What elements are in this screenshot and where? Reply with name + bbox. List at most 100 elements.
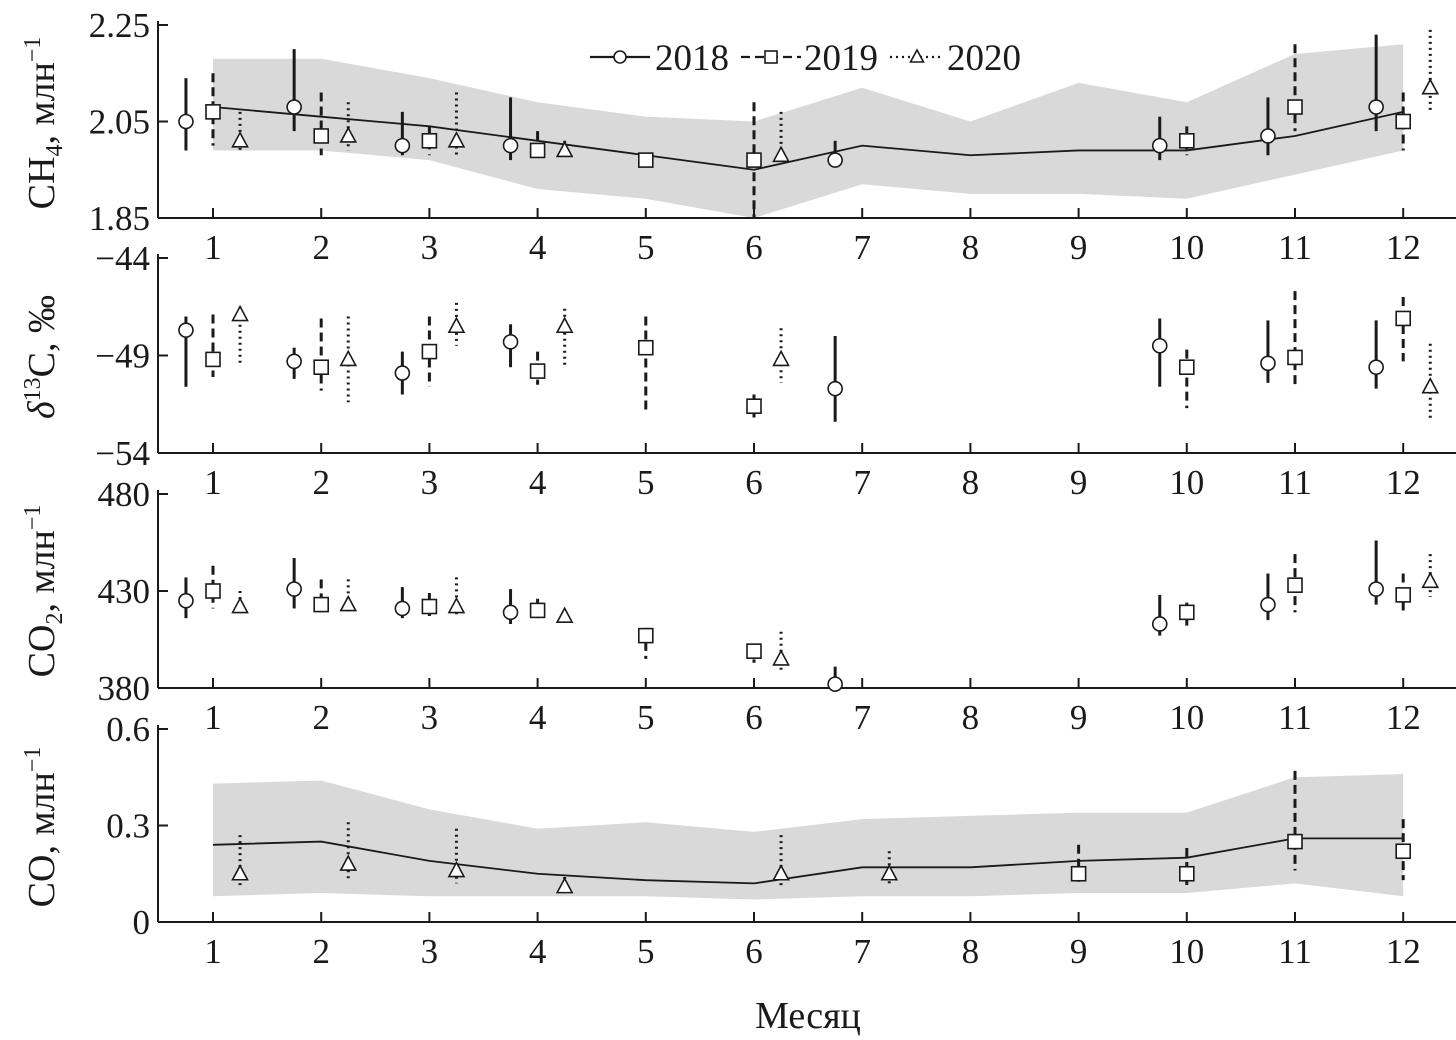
series-2020 (231, 29, 1440, 165)
data-point-triangle (772, 864, 790, 881)
data-point-circle (286, 353, 302, 370)
y-tick-label: 380 (98, 669, 151, 708)
data-point-square (637, 339, 654, 356)
data-point-square (529, 363, 546, 379)
data-point-triangle (1421, 78, 1440, 95)
y-label-main: CO, млн (21, 772, 63, 907)
data-point-square (1395, 587, 1411, 603)
data-point-circle (827, 152, 843, 168)
y-tick-label: 2.05 (89, 103, 150, 142)
data-point-circle (1368, 99, 1384, 115)
x-tick-label: 8 (962, 228, 980, 267)
y-tick-label: 480 (98, 475, 151, 514)
y-tick-label: −54 (95, 434, 150, 473)
data-point-square (637, 152, 654, 168)
mean-line (212, 106, 1404, 171)
x-tick-label: 6 (745, 932, 763, 971)
data-point-square (1179, 604, 1195, 621)
data-point-square (421, 598, 438, 615)
data-point-circle (286, 581, 302, 597)
data-point-circle (394, 600, 411, 617)
x-tick-label: 1 (204, 463, 222, 502)
data-point-triangle (447, 596, 466, 614)
legend-label-2020: 2020 (947, 38, 1021, 79)
data-point-circle (827, 380, 843, 397)
data-point-circle (1260, 596, 1276, 613)
data-point-circle (502, 334, 519, 350)
data-point-square (1287, 349, 1303, 366)
data-point-circle (502, 137, 519, 154)
y-tick-label: 0.3 (106, 807, 150, 846)
data-point-square (421, 343, 438, 360)
x-tick-label: 9 (1070, 463, 1088, 502)
x-tick-label: 9 (1070, 698, 1088, 737)
x-tick-label: 6 (745, 698, 763, 737)
series-2019 (1070, 770, 1411, 887)
x-tick-label: 3 (421, 463, 439, 502)
data-point-triangle (339, 349, 358, 367)
data-point-square (1287, 99, 1303, 115)
data-point-circle (1151, 616, 1168, 632)
data-point-triangle (339, 594, 358, 612)
y-label-rest: C, ‰ (21, 295, 63, 377)
data-point-triangle (447, 131, 466, 148)
data-point-circle (286, 99, 302, 115)
data-point-triangle (1421, 571, 1440, 589)
data-point-square (1070, 865, 1087, 882)
y-axis-label: δ13C, ‰ (20, 295, 63, 419)
y-axis-label: CH4, млн−1 (20, 37, 68, 210)
x-tick-label: 2 (312, 463, 330, 502)
data-point-square (746, 398, 762, 415)
x-tick-label: 11 (1278, 932, 1312, 971)
x-tick-label: 2 (312, 228, 330, 267)
x-tick-label: 7 (853, 698, 871, 737)
x-tick-label: 5 (637, 932, 655, 971)
data-point-circle (1260, 128, 1276, 144)
data-point-circle (178, 592, 194, 609)
data-point-square (205, 351, 221, 368)
series-2018 (178, 540, 1384, 692)
x-tick-label: 6 (745, 228, 763, 267)
data-point-square (1287, 577, 1303, 593)
legend-circle-marker (613, 50, 627, 64)
data-point-square (1287, 833, 1303, 850)
data-point-square (421, 133, 438, 149)
x-tick-label: 8 (962, 932, 980, 971)
x-tick-label: 3 (421, 698, 439, 737)
data-point-square (205, 583, 221, 599)
y-tick-label: 430 (98, 572, 151, 611)
x-tick-label: 9 (1070, 228, 1088, 267)
y-axis-label: CO, млн−1 (20, 747, 63, 908)
legend-square-marker (764, 50, 778, 64)
range-band (213, 44, 1404, 218)
x-tick-label: 5 (637, 698, 655, 737)
x-tick-label: 11 (1278, 228, 1312, 267)
x-tick-label: 7 (853, 463, 871, 502)
series-2020 (231, 554, 1440, 671)
legend-label-2018: 2018 (655, 38, 729, 79)
x-tick-label: 5 (637, 463, 655, 502)
data-point-triangle (339, 854, 358, 871)
x-tick-label: 2 (312, 698, 330, 737)
legend-item-2018: 2018 (590, 38, 729, 79)
data-point-triangle (772, 649, 790, 666)
data-point-triangle (231, 864, 249, 881)
data-point-circle (1260, 355, 1276, 372)
series-2020 (231, 302, 1440, 422)
legend-item-2020: 2020 (890, 38, 1021, 79)
x-tick-label: 6 (745, 463, 763, 502)
range-band (213, 774, 1404, 900)
x-tick-label: 12 (1386, 698, 1421, 737)
y-label-rest: , млн (21, 62, 63, 144)
y-label-main: CH (21, 157, 63, 210)
data-point-square (205, 104, 221, 120)
data-point-circle (1368, 581, 1384, 597)
data-point-square (313, 128, 330, 144)
data-point-circle (394, 137, 411, 154)
data-point-triangle (231, 304, 249, 322)
data-point-circle (1151, 337, 1168, 354)
x-tick-label: 12 (1386, 932, 1421, 971)
data-point-circle (178, 113, 194, 130)
